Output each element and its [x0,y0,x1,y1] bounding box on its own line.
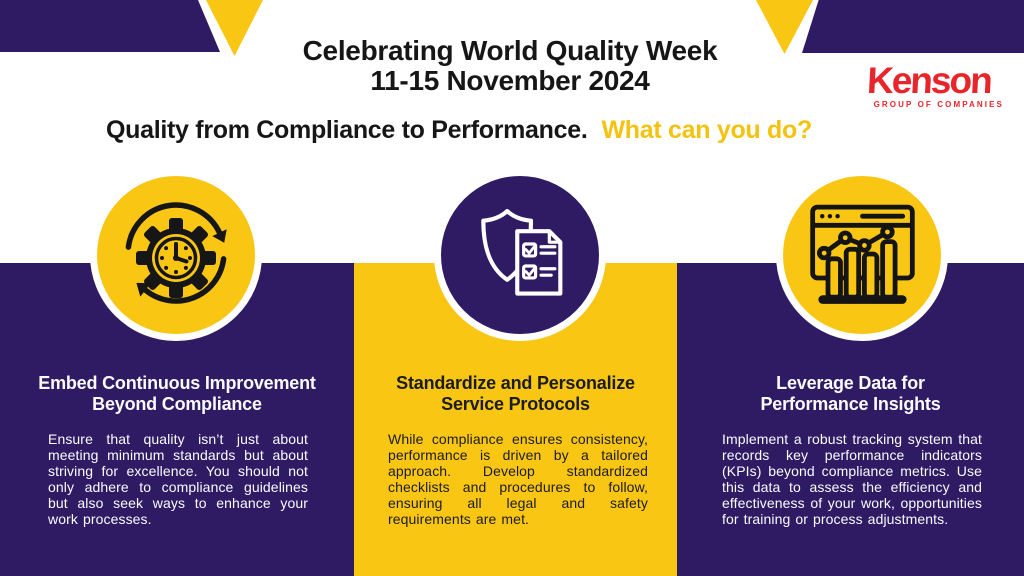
column-body-text: While compliance ensures consistency, pe… [388,430,648,527]
column-heading: Embed Continuous Improvement Beyond Comp… [0,373,354,415]
logo-wordmark: Kenson [866,60,992,101]
column-heading-line: Beyond Compliance [92,393,262,414]
column-heading-line: Standardize and Personalize [396,373,635,393]
performance-insights-badge [776,169,948,341]
column-body-text: Implement a robust tracking system that … [722,430,982,527]
shield-checklist-icon [481,208,563,296]
analytics-dashboard-icon [809,204,915,304]
page-title-line-2: 11-15 November 2024 [370,65,650,97]
gear-clock-sync-icon [125,202,227,304]
top-left-purple-banner-shape [0,0,220,52]
logo-tagline: GROUP OF COMPANIES [873,100,1004,109]
column-heading-line: Embed Continuous Improvement [38,373,316,393]
column-embed-continuous-improvement: Embed Continuous Improvement Beyond Comp… [0,263,354,576]
column-heading: Standardize and Personalize Service Prot… [354,373,677,415]
subtitle-statement: Quality from Compliance to Performance. [106,116,588,144]
column-heading: Leverage Data for Performance Insights [677,373,1024,415]
subtitle-question: What can you do? [601,116,812,144]
column-heading-line: Service Protocols [441,393,590,414]
continuous-improvement-badge [90,169,262,341]
column-body-text: Ensure that quality isn’t just about mee… [48,430,308,527]
column-standardize-personalize: Standardize and Personalize Service Prot… [354,263,677,576]
column-heading-line: Leverage Data for [776,373,925,393]
page-title: Celebrating World Quality Week 11-15 Nov… [0,35,1020,97]
kenson-logo: Kenson GROUP OF COMPANIES [854,60,1004,109]
page-title-line-1: Celebrating World Quality Week [302,35,718,66]
top-right-purple-banner-shape [802,0,1024,53]
subtitle: Quality from Compliance to Performance. W… [0,116,918,145]
service-protocols-badge [434,169,606,341]
column-heading-line: Performance Insights [760,393,941,414]
